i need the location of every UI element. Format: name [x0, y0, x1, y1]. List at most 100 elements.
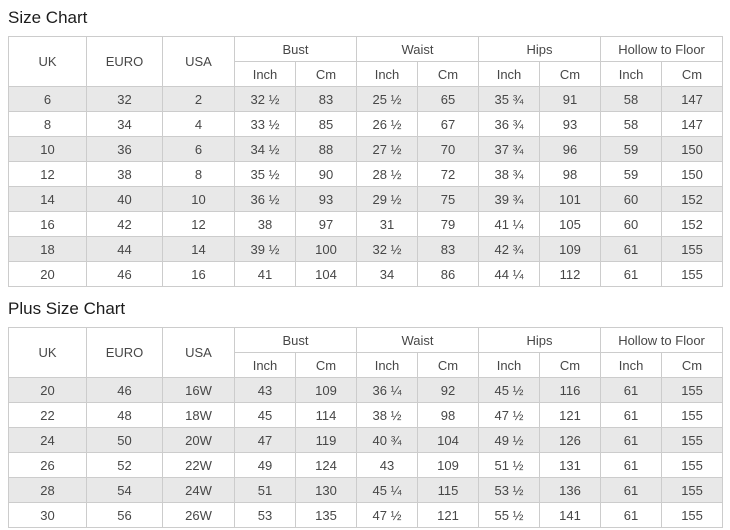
unit-header-cm: Cm [661, 352, 724, 378]
table-cell: 150 [661, 161, 724, 187]
table-cell: 8 [8, 111, 87, 137]
table-cell: 38 ½ [356, 402, 419, 428]
col-group-hollow-to-floor: Hollow to Floor [600, 327, 724, 353]
table-cell: 65 [417, 86, 480, 112]
table-cell: 61 [600, 477, 663, 503]
table-cell: 42 ¾ [478, 236, 541, 262]
table-cell: 34 [86, 111, 163, 137]
size-chart-title: Size Chart [8, 8, 88, 27]
table-cell: 136 [539, 477, 602, 503]
table-cell: 67 [417, 111, 480, 137]
size-chart-table: UK EURO USA Bust Waist Hips Hollow to Fl… [8, 36, 724, 287]
col-group-hollow-to-floor: Hollow to Floor [600, 36, 724, 62]
col-group-bust: Bust [233, 327, 358, 353]
table-row: 10 36 6 34 ½ 88 27 ½ 70 37 ¾ 96 59 150 [8, 136, 724, 162]
table-cell: 105 [539, 211, 602, 237]
table-cell: 104 [294, 261, 358, 287]
table-cell: 26 ½ [356, 111, 419, 137]
unit-header-cm: Cm [294, 61, 358, 87]
table-cell: 18W [162, 402, 235, 428]
table-cell: 16 [8, 211, 87, 237]
table-row: 18 44 14 39 ½ 100 32 ½ 83 42 ¾ 109 61 155 [8, 236, 724, 262]
table-cell: 116 [539, 377, 602, 403]
table-cell: 20W [162, 427, 235, 453]
table-cell: 47 ½ [478, 402, 541, 428]
table-cell: 155 [661, 261, 724, 287]
table-cell: 147 [661, 86, 724, 112]
unit-header-inch: Inch [356, 61, 419, 87]
table-cell: 70 [417, 136, 480, 162]
table-cell: 109 [539, 236, 602, 262]
table-cell: 101 [539, 186, 602, 212]
table-cell: 141 [539, 502, 602, 528]
table-cell: 91 [539, 86, 602, 112]
table-cell: 83 [294, 86, 358, 112]
table-row: 12 38 8 35 ½ 90 28 ½ 72 38 ¾ 98 59 150 [8, 161, 724, 187]
table-cell: 27 ½ [356, 136, 419, 162]
unit-header-inch: Inch [234, 61, 296, 87]
col-header-euro: EURO [86, 36, 163, 87]
table-cell: 6 [162, 136, 235, 162]
col-group-hips: Hips [478, 36, 602, 62]
table-cell: 6 [8, 86, 87, 112]
table-cell: 150 [661, 136, 724, 162]
table-cell: 155 [661, 502, 724, 528]
table-cell: 152 [661, 211, 724, 237]
col-header-usa: USA [162, 327, 235, 378]
table-cell: 24 [8, 427, 87, 453]
table-cell: 44 [86, 236, 163, 262]
table-cell: 85 [294, 111, 358, 137]
table-cell: 112 [539, 261, 602, 287]
table-cell: 30 [8, 502, 87, 528]
table-cell: 14 [8, 186, 87, 212]
table-row: 20 46 16W 43 109 36 ¼ 92 45 ½ 116 61 155 [8, 377, 724, 403]
table-cell: 42 [86, 211, 163, 237]
col-group-bust: Bust [233, 36, 358, 62]
table-cell: 44 ¼ [478, 261, 541, 287]
table-cell: 51 ½ [478, 452, 541, 478]
table-cell: 32 ½ [356, 236, 419, 262]
table-cell: 40 ¾ [356, 427, 419, 453]
unit-header-cm: Cm [417, 61, 480, 87]
table-cell: 79 [417, 211, 480, 237]
plus-size-chart-header: UK EURO USA Bust Waist Hips Hollow to Fl… [8, 327, 724, 378]
plus-size-chart-title: Plus Size Chart [8, 299, 126, 318]
table-row: 20 46 16 41 104 34 86 44 ¼ 112 61 155 [8, 261, 724, 287]
table-row: 24 50 20W 47 119 40 ¾ 104 49 ½ 126 61 155 [8, 427, 724, 453]
table-cell: 36 [86, 136, 163, 162]
table-cell: 20 [8, 261, 87, 287]
table-cell: 32 [86, 86, 163, 112]
table-cell: 155 [661, 427, 724, 453]
table-cell: 26 [8, 452, 87, 478]
table-cell: 61 [600, 402, 663, 428]
table-cell: 61 [600, 502, 663, 528]
table-cell: 83 [417, 236, 480, 262]
table-cell: 25 ½ [356, 86, 419, 112]
unit-header-inch: Inch [478, 61, 541, 87]
table-cell: 36 ¾ [478, 111, 541, 137]
table-cell: 49 [234, 452, 296, 478]
table-cell: 126 [539, 427, 602, 453]
table-cell: 31 [356, 211, 419, 237]
table-cell: 61 [600, 261, 663, 287]
col-header-uk: UK [8, 327, 87, 378]
table-cell: 93 [294, 186, 358, 212]
table-cell: 38 ¾ [478, 161, 541, 187]
table-cell: 56 [86, 502, 163, 528]
table-cell: 58 [600, 86, 663, 112]
table-cell: 152 [661, 186, 724, 212]
table-cell: 53 ½ [478, 477, 541, 503]
table-cell: 45 [234, 402, 296, 428]
table-cell: 35 ½ [234, 161, 296, 187]
table-cell: 39 ¾ [478, 186, 541, 212]
table-cell: 98 [539, 161, 602, 187]
size-chart-header: UK EURO USA Bust Waist Hips Hollow to Fl… [8, 36, 724, 87]
table-cell: 100 [294, 236, 358, 262]
col-header-euro: EURO [86, 327, 163, 378]
col-group-waist: Waist [356, 36, 480, 62]
table-cell: 115 [417, 477, 480, 503]
table-cell: 54 [86, 477, 163, 503]
table-cell: 28 [8, 477, 87, 503]
table-cell: 114 [294, 402, 358, 428]
